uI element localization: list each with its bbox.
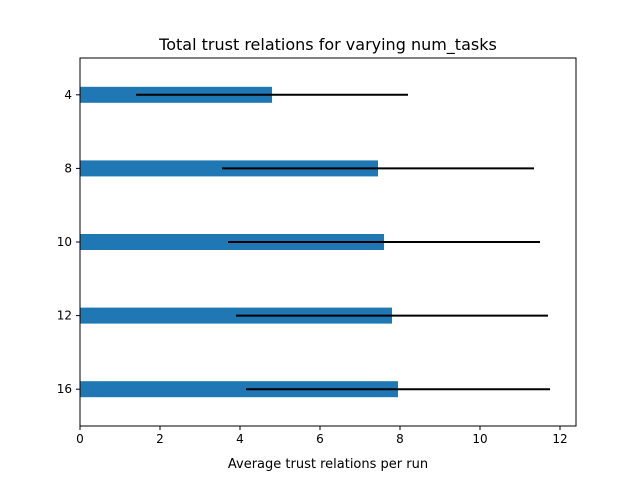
x-tick-label-8: 8 <box>396 432 404 446</box>
y-tick-label-8: 8 <box>64 161 72 175</box>
chart-title: Total trust relations for varying num_ta… <box>158 35 497 55</box>
x-tick-label-2: 2 <box>156 432 164 446</box>
y-tick-label-10: 10 <box>57 235 72 249</box>
x-axis-label: Average trust relations per run <box>228 457 428 472</box>
y-tick-label-12: 12 <box>57 309 72 323</box>
x-tick-label-0: 0 <box>76 432 84 446</box>
bar-16 <box>80 381 398 398</box>
plot-frame <box>79 57 577 427</box>
x-tick-label-10: 10 <box>472 432 487 446</box>
y-tick-label-16: 16 <box>57 382 72 396</box>
x-tick-label-4: 4 <box>236 432 244 446</box>
x-tick-label-6: 6 <box>316 432 324 446</box>
plot-area: 4 8 10 12 16 0 2 4 6 8 10 12 <box>57 86 568 446</box>
x-tick-label-12: 12 <box>552 432 567 446</box>
y-tick-label-4: 4 <box>64 88 72 102</box>
